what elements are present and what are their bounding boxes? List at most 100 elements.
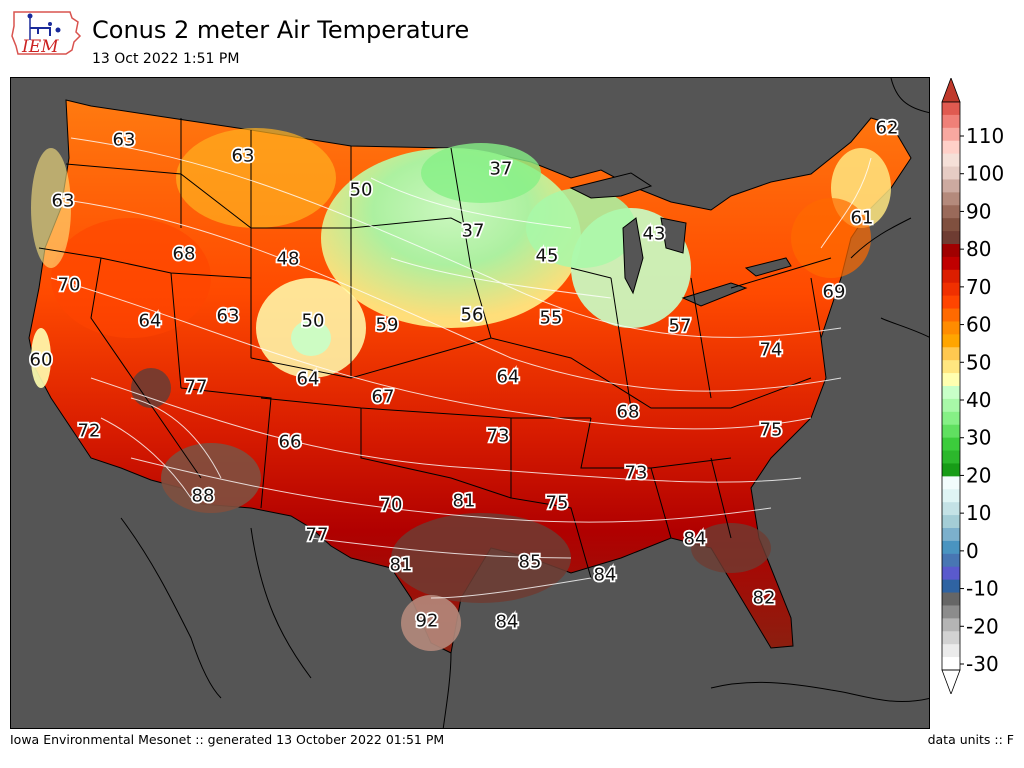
- colorbar-segment: [942, 373, 960, 387]
- colorbar-segment: [942, 553, 960, 568]
- colorbar-segment: [942, 256, 960, 271]
- colorbar-over-triangle: [941, 76, 961, 103]
- colorbar-segment: [942, 308, 960, 322]
- temperature-label: 77: [185, 377, 208, 398]
- colorbar-segment: [942, 347, 960, 361]
- footer-credit: Iowa Environmental Mesonet :: generated …: [10, 732, 445, 747]
- temperature-label: 84: [594, 565, 617, 586]
- temperature-label: 92: [416, 611, 439, 632]
- colorbar-tick-label: 60: [966, 313, 991, 337]
- colorbar-tick-label: 80: [966, 237, 991, 261]
- temperature-label: 75: [546, 493, 569, 514]
- temperature-label: 70: [58, 275, 81, 296]
- colorbar-segment: [942, 205, 960, 219]
- colorbar-tick-label: -20: [966, 614, 999, 638]
- temperature-label: 43: [643, 224, 666, 245]
- temperature-label: 55: [540, 308, 563, 329]
- colorbar-segment: [942, 566, 960, 581]
- colorbar-segment: [942, 540, 960, 555]
- colorbar-segment: [942, 360, 960, 374]
- land-area: [28, 99, 912, 654]
- temperature-label: 73: [625, 463, 648, 484]
- colorbar-segment: [942, 592, 960, 606]
- colorbar-segment: [942, 334, 960, 348]
- colorbar-tick-label: -10: [966, 577, 999, 601]
- temperature-label: 60: [30, 350, 53, 371]
- logo-text: IEM: [21, 37, 59, 57]
- temperature-label: 63: [217, 306, 240, 327]
- temperature-label: 70: [380, 495, 403, 516]
- colorbar-tick-label: 10: [966, 501, 991, 525]
- colorbar-segment: [942, 631, 960, 645]
- temperature-label: 57: [669, 316, 692, 337]
- colorbar-under-triangle: [941, 669, 961, 696]
- colorbar-segment: [942, 424, 960, 439]
- colorbar-segment: [942, 244, 960, 258]
- temperature-label: 37: [490, 159, 513, 180]
- temperature-label: 63: [113, 130, 136, 151]
- temperature-label: 50: [302, 311, 325, 332]
- temperature-label: 63: [232, 146, 255, 167]
- temperature-label: 37: [462, 221, 485, 242]
- footer-units: data units :: F: [927, 732, 1014, 747]
- colorbar-segment: [942, 166, 960, 180]
- temperature-label: 69: [823, 282, 846, 303]
- colorbar-segment: [942, 528, 960, 542]
- colorbar-segment: [942, 657, 960, 671]
- temperature-label: 63: [52, 191, 75, 212]
- temperature-label: 84: [684, 529, 707, 550]
- colorbar-segment: [942, 437, 960, 452]
- temperature-label: 72: [78, 421, 101, 442]
- temperature-map: 62 63 63 63 50 37 37 45 43 61 68 48 70 69 64 63 50 59 56 55…: [10, 77, 930, 729]
- colorbar-segment: [942, 321, 960, 335]
- colorbar-segment: [942, 386, 960, 400]
- colorbar-segment: [942, 411, 960, 426]
- temperature-label: 73: [487, 426, 510, 447]
- great-lakes: [569, 172, 792, 307]
- temperature-label: 64: [297, 369, 320, 390]
- colorbar-segment: [942, 231, 960, 245]
- colorbar-segment: [942, 450, 960, 464]
- temperature-label: 50: [350, 180, 373, 201]
- page-title: Conus 2 meter Air Temperature: [92, 16, 470, 44]
- colorbar-segment: [942, 153, 960, 168]
- isotherm-lines: [50, 137, 872, 599]
- temperature-label: 74: [760, 340, 783, 361]
- colorbar-segment: [942, 463, 960, 477]
- temperature-label: 68: [617, 402, 640, 423]
- temperature-label: 82: [753, 588, 776, 609]
- colorbar-segment: [942, 644, 960, 658]
- colorbar-tick-label: 0: [966, 539, 979, 563]
- state-boundaries: [38, 118, 832, 579]
- temperature-label: 48: [277, 249, 300, 270]
- temperature-labels: 62 63 63 63 50 37 37 45 43 61 68 48 70 69 64 63 50 59 56 55…: [28, 116, 900, 635]
- colorbar-tick-label: 40: [966, 388, 991, 412]
- temperature-label: 66: [279, 432, 302, 453]
- temperature-label: 77: [306, 525, 329, 546]
- colorbar-segment: [942, 282, 960, 297]
- colorbar-segment: [942, 618, 960, 632]
- timestamp: 13 Oct 2022 1:51 PM: [92, 51, 240, 67]
- colorbar-tick-label: 20: [966, 463, 991, 487]
- colorbar-segment: [942, 269, 960, 284]
- colorbar-segment: [942, 114, 960, 129]
- temperature-label: 62: [876, 118, 899, 139]
- temperature-label: 85: [519, 552, 542, 573]
- colorbar-tick-label: 110: [966, 124, 1004, 148]
- colorbar-segment: [942, 515, 960, 529]
- colorbar-segment: [942, 295, 960, 310]
- colorbar-tick-label: 70: [966, 275, 991, 299]
- temperature-label: 61: [851, 208, 874, 229]
- colorbar-tick-label: 30: [966, 426, 991, 450]
- colorbar-tick-label: 100: [966, 162, 1004, 186]
- temperature-label: 81: [453, 491, 476, 512]
- temperature-label: 64: [497, 367, 520, 388]
- temperature-label: 56: [461, 305, 484, 326]
- temperature-label: 59: [376, 315, 399, 336]
- temperature-label: 64: [139, 311, 162, 332]
- colorbar-segment: [942, 127, 960, 142]
- temperature-label: 88: [192, 486, 215, 507]
- colorbar-segment: [942, 179, 960, 193]
- coastlines: [120, 78, 929, 728]
- colorbar-tick-label: -30: [966, 652, 999, 676]
